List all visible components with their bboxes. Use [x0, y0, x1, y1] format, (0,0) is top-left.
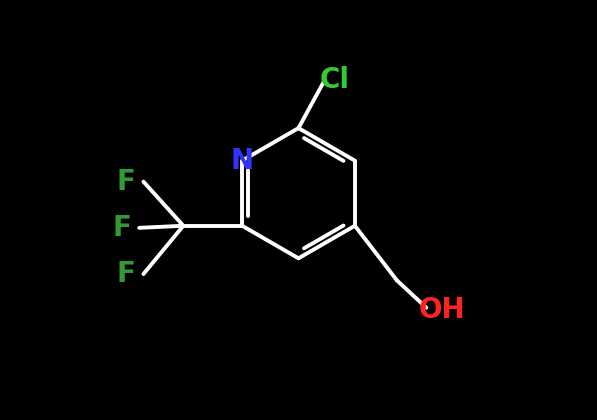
Text: N: N	[230, 147, 254, 175]
Text: F: F	[116, 260, 135, 288]
Text: Cl: Cl	[319, 66, 349, 94]
Text: OH: OH	[419, 296, 466, 324]
Text: F: F	[112, 214, 131, 242]
Text: F: F	[116, 168, 135, 196]
